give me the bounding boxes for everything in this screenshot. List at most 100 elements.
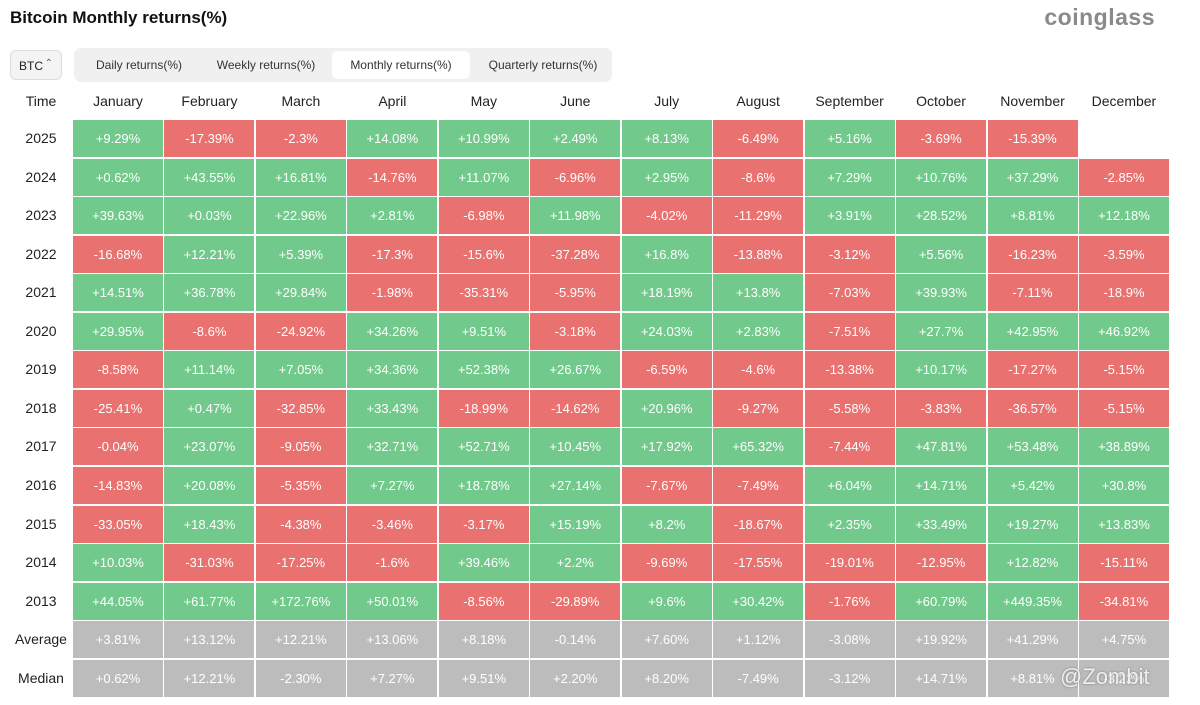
- return-cell: +37.29%: [987, 158, 1078, 196]
- return-cell: +34.26%: [347, 312, 438, 350]
- return-cell: +5.42%: [987, 466, 1078, 504]
- return-cell: +46.92%: [1078, 312, 1169, 350]
- return-cell: +50.01%: [347, 582, 438, 620]
- return-cell: -17.39%: [164, 120, 255, 157]
- return-cell: -2.85%: [1078, 158, 1169, 196]
- return-cell: +29.95%: [73, 312, 163, 350]
- row-label: 2018: [25, 399, 57, 416]
- column-header: December: [1091, 93, 1157, 109]
- return-cell: -11.29%: [713, 197, 804, 235]
- return-cell: +7.27%: [347, 466, 438, 504]
- return-cell: +5.56%: [896, 235, 987, 273]
- row-label: Average: [15, 631, 67, 648]
- return-cell: -7.03%: [804, 274, 895, 312]
- return-cell: +12.82%: [987, 544, 1078, 582]
- row-label: 2014: [25, 554, 57, 571]
- return-cell: +30.42%: [713, 582, 804, 620]
- return-cell: -34.81%: [1078, 582, 1169, 620]
- return-cell: +43.55%: [164, 158, 255, 196]
- return-cell: -37.28%: [530, 235, 621, 273]
- return-cell: +0.03%: [164, 197, 255, 235]
- return-cell: +14.71%: [896, 466, 987, 504]
- return-cell: +14.51%: [73, 274, 163, 312]
- return-cell: +14.08%: [347, 120, 438, 157]
- return-cell: -13.88%: [713, 235, 804, 273]
- return-cell: -5.15%: [1078, 351, 1169, 389]
- tab[interactable]: Quarterly returns(%): [488, 58, 598, 72]
- return-cell: +22.96%: [255, 197, 346, 235]
- return-cell: -0.14%: [530, 621, 621, 659]
- return-cell: +65.32%: [713, 428, 804, 466]
- return-cell: +47.81%: [896, 428, 987, 466]
- return-cell: +60.79%: [896, 582, 987, 620]
- return-cell: +32.71%: [347, 428, 438, 466]
- column-header: January: [93, 93, 143, 109]
- return-cell: -14.83%: [73, 466, 163, 504]
- tab[interactable]: Daily returns(%): [95, 58, 182, 72]
- return-cell: +13.8%: [713, 274, 804, 312]
- column-header: October: [916, 93, 966, 109]
- return-cell: -1.98%: [347, 274, 438, 312]
- return-cell: +10.03%: [73, 544, 163, 582]
- return-cell: +8.2%: [621, 505, 712, 543]
- return-cell: -6.49%: [713, 120, 804, 157]
- return-cell: +18.19%: [621, 274, 712, 312]
- return-cell: -15.6%: [438, 235, 529, 273]
- return-cell: -7.11%: [987, 274, 1078, 312]
- return-cell: +10.76%: [896, 158, 987, 196]
- return-cell: +7.05%: [255, 351, 346, 389]
- return-cell: -15.11%: [1078, 544, 1169, 582]
- return-cell: +20.08%: [164, 466, 255, 504]
- return-cell: -1.76%: [804, 582, 895, 620]
- return-cell: -6.96%: [530, 158, 621, 196]
- return-cell: -13.38%: [804, 351, 895, 389]
- brand: coinglass: [1044, 4, 1155, 30]
- return-cell: -5.15%: [1078, 389, 1169, 427]
- return-cell: +15.19%: [530, 505, 621, 543]
- return-cell: -5.35%: [255, 466, 346, 504]
- return-cell: +6.04%: [804, 466, 895, 504]
- row-label: 2015: [25, 515, 57, 532]
- return-cell: +12.18%: [1078, 197, 1169, 235]
- return-cell: +2.49%: [530, 120, 621, 157]
- return-cell: -2.30%: [255, 659, 346, 697]
- return-cell: +14.71%: [896, 659, 987, 697]
- return-cell: -17.25%: [255, 544, 346, 582]
- return-cell: +39.63%: [73, 197, 163, 235]
- return-cell: -4.6%: [713, 351, 804, 389]
- return-cell: -35.31%: [438, 274, 529, 312]
- return-cell: +39.93%: [896, 274, 987, 312]
- return-cell: +61.77%: [164, 582, 255, 620]
- tab[interactable]: Monthly returns(%): [332, 51, 470, 79]
- return-cell: +10.45%: [530, 428, 621, 466]
- return-cell: +8.18%: [438, 621, 529, 659]
- return-cell: -17.55%: [713, 544, 804, 582]
- return-cell: -18.9%: [1078, 274, 1169, 312]
- return-cell: +9.6%: [621, 582, 712, 620]
- return-cell: -18.99%: [438, 389, 529, 427]
- return-cell: +12.21%: [164, 659, 255, 697]
- row-label: 2020: [25, 322, 57, 339]
- coin-selector[interactable]: BTC: [10, 49, 62, 80]
- return-cell: -3.59%: [1078, 235, 1169, 273]
- return-cell: -9.05%: [255, 428, 346, 466]
- return-cell: +44.05%: [73, 582, 163, 620]
- return-cell: +9.51%: [438, 312, 529, 350]
- return-cell: -19.01%: [804, 544, 895, 582]
- return-cell: +53.48%: [987, 428, 1078, 466]
- return-cell: +8.13%: [621, 120, 712, 157]
- return-cell: +34.36%: [347, 351, 438, 389]
- return-cell: -5.58%: [804, 389, 895, 427]
- tab[interactable]: Weekly returns(%): [216, 58, 316, 72]
- return-cell: +36.78%: [164, 274, 255, 312]
- return-cell: -8.56%: [438, 582, 529, 620]
- column-header: June: [560, 93, 591, 109]
- return-cell: +24.03%: [621, 312, 712, 350]
- return-cell: +8.81%: [987, 197, 1078, 235]
- return-cell: -4.38%: [255, 505, 346, 543]
- return-cell: -16.23%: [987, 235, 1078, 273]
- return-cell: +27.14%: [530, 466, 621, 504]
- return-cell: -14.62%: [530, 389, 621, 427]
- return-cell: +30.8%: [1078, 466, 1169, 504]
- return-cell: -8.6%: [713, 158, 804, 196]
